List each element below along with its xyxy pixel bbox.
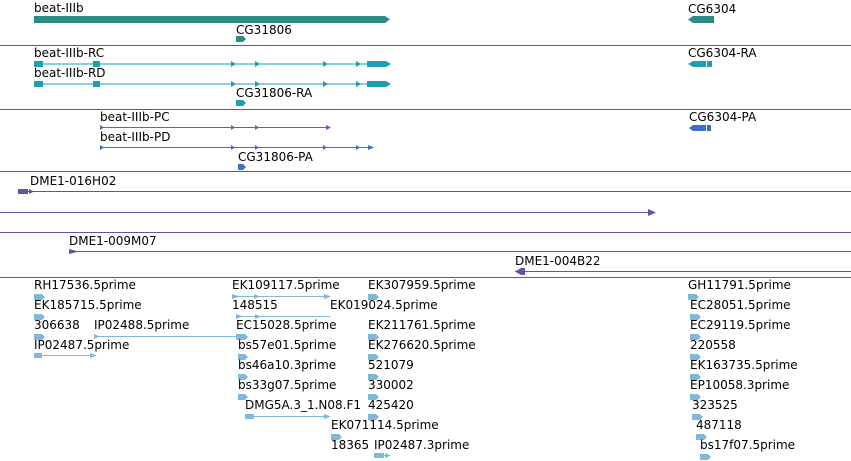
protein-label: beat-IIIb-PC [100,110,170,124]
gene-beat-IIIb-glyph[interactable] [34,16,390,23]
clone-DME1-016H02-continuation-glyph[interactable] [0,209,656,216]
est-label: bs57e01.5prime [238,338,337,352]
gene-label: CG31806 [236,23,292,37]
est-label: EK185715.5prime [34,298,142,312]
clone-DME1-004B22-glyph[interactable] [515,268,851,275]
est-glyph[interactable] [700,454,711,460]
est-label: EK019024.5prime [330,298,438,312]
transcript-label: beat-IIIb-RD [34,66,106,80]
est-glyph[interactable] [690,354,701,360]
est-label: EC29119.5prime [690,318,791,332]
est-glyph[interactable] [690,334,701,340]
est-glyph[interactable] [238,374,248,380]
est-glyph[interactable] [331,434,342,440]
est-label: 487118 [696,418,742,432]
gene-label: CG6304 [688,2,737,16]
est-glyph[interactable] [368,334,379,340]
transcript-beat-IIIb-RC-glyph[interactable] [34,61,391,67]
est-glyph[interactable] [232,294,331,299]
est-label: EK276620.5prime [368,338,476,352]
protein-label: CG31806-PA [238,150,313,164]
est-label: EP10058.3prime [690,378,790,392]
est-label: GH11791.5prime [688,278,791,292]
est-glyph[interactable] [368,394,379,400]
gene-track [34,16,714,42]
est-glyph[interactable] [690,314,701,320]
est-glyph[interactable] [245,414,331,419]
clone-label: DME1-004B22 [515,254,601,268]
transcript-CG6304-RA-glyph[interactable] [688,61,712,67]
est-label: bs33g07.5prime [238,378,337,392]
est-glyph[interactable] [692,414,703,420]
transcript-CG31806-RA-glyph[interactable] [236,100,246,106]
est-glyph[interactable] [696,434,707,440]
est-glyph[interactable] [34,294,45,300]
transcript-label: CG31806-RA [236,86,313,100]
protein-label: beat-IIIb-PD [100,130,171,144]
est-label: 330002 [368,378,414,392]
clone-label: DME1-016H02 [30,174,117,188]
est-glyph[interactable] [34,334,45,340]
est-label: 220558 [690,338,736,352]
est-label: bs46a10.3prime [238,358,337,372]
est-label: 323525 [692,398,738,412]
est-label: EK071114.5prime [331,418,439,432]
rna-track [34,61,712,106]
est-label: 148515 [232,298,278,312]
clone-DME1-016H02-glyph[interactable] [18,189,851,194]
est-label: IP02487.5prime [34,338,130,352]
est-label: EK163735.5prime [690,358,798,372]
est-glyph[interactable] [368,294,379,300]
transcript-label: beat-IIIb-RC [34,46,105,60]
est-label: EK109117.5prime [232,278,340,292]
est-label: EK211761.5prime [368,318,476,332]
clone-DME1-009M07-glyph[interactable] [69,249,851,254]
est-glyph[interactable] [690,374,701,380]
est-label: IP02487.3prime [374,438,470,452]
est-glyph[interactable] [236,314,330,319]
est-label: bs17f07.5prime [700,438,796,452]
est-label: 521079 [368,358,414,372]
protein-beat-IIIb-PC-glyph[interactable] [100,125,331,130]
est-glyph[interactable] [374,453,391,458]
clone-label: DME1-009M07 [69,234,157,248]
est-glyph[interactable] [238,354,248,360]
est-label: IP02488.5prime [94,318,190,332]
est-glyph[interactable] [368,414,379,420]
transcript-label: CG6304-RA [688,46,757,60]
gene-CG6304-glyph[interactable] [688,16,714,23]
est-glyph[interactable] [34,314,45,320]
est-track [34,294,711,460]
track-separators [0,45,851,278]
est-glyph[interactable] [368,374,379,380]
est-label: EK307959.5prime [368,278,476,292]
est-glyph[interactable] [690,394,701,400]
est-label: 425420 [368,398,414,412]
est-label: 18365 [331,438,370,452]
est-glyph[interactable] [688,294,699,300]
gene-CG31806-glyph[interactable] [236,36,246,42]
clone-track [0,189,851,275]
est-glyph[interactable] [368,354,379,360]
est-label: 306638 [34,318,80,332]
protein-CG31806-PA-glyph[interactable] [238,164,246,170]
est-label: EC28051.5prime [690,298,791,312]
est-glyph[interactable] [238,394,248,400]
est-label: EC15028.5prime [236,318,337,332]
gene-label: beat-IIIb [34,1,84,15]
protein-track [100,125,711,170]
est-label: RH17536.5prime [34,278,136,292]
protein-CG6304-PA-glyph[interactable] [689,125,711,131]
transcript-beat-IIIb-RD-glyph[interactable] [34,81,391,87]
est-glyph[interactable] [236,334,248,340]
protein-label: CG6304-PA [689,110,757,124]
protein-beat-IIIb-PD-glyph[interactable] [100,145,374,150]
est-glyph[interactable] [34,353,97,358]
est-label: DMG5A.3_1.N08.F1 [245,398,362,412]
